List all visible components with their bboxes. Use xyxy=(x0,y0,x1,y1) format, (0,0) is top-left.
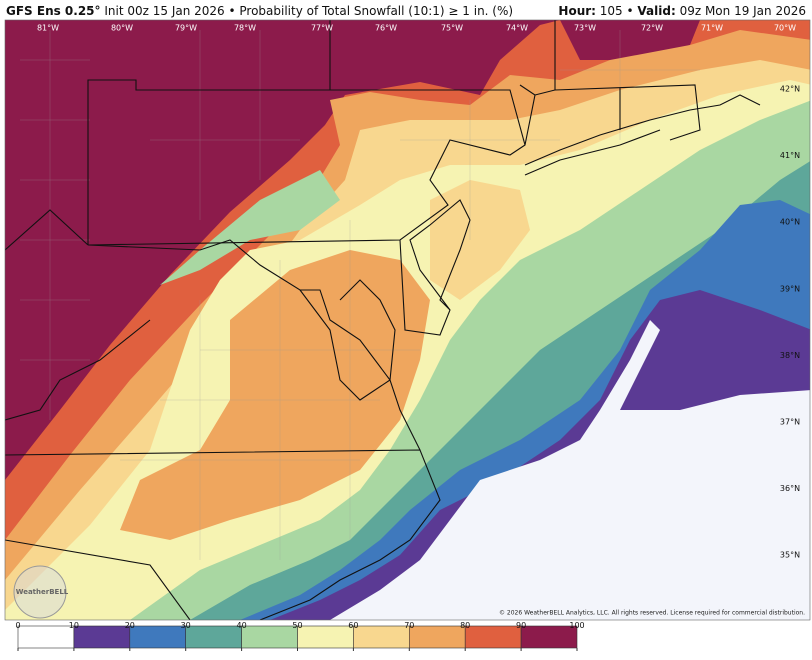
lat-label: 40°N xyxy=(780,218,800,227)
lon-label: 71°W xyxy=(701,24,723,33)
colorbar-label: 80 xyxy=(460,621,470,630)
lat-label: 35°N xyxy=(780,551,800,560)
lon-label: 79°W xyxy=(175,24,197,33)
lat-label: 41°N xyxy=(780,151,800,160)
lon-label: 74°W xyxy=(506,24,528,33)
lat-label: 37°N xyxy=(780,418,800,427)
colorbar-segment xyxy=(241,625,298,649)
field-40-wv xyxy=(160,170,340,285)
colorbar-label: 50 xyxy=(292,621,302,630)
lon-label: 78°W xyxy=(234,24,256,33)
lon-label: 80°W xyxy=(111,24,133,33)
lon-label: 81°W xyxy=(37,24,59,33)
colorbar-segment xyxy=(17,625,75,649)
colorbar-segment xyxy=(73,625,131,649)
colorbar-segment xyxy=(297,625,354,649)
colorbar-segment xyxy=(185,625,242,649)
lon-label: 75°W xyxy=(441,24,463,33)
lat-label: 39°N xyxy=(780,284,800,293)
colorbar-segment xyxy=(129,625,187,649)
colorbar-label: 0 xyxy=(15,621,20,630)
field-0 xyxy=(330,320,810,620)
field-60-nj xyxy=(430,180,530,300)
header-part: GFS Ens 0.25° xyxy=(6,4,101,18)
lat-label: 38°N xyxy=(780,351,800,360)
header-part: Hour: xyxy=(558,4,596,18)
colorbar-label: 90 xyxy=(516,621,526,630)
colorbar-segment xyxy=(408,625,466,649)
copyright: © 2026 WeatherBELL Analytics, LLC. All r… xyxy=(499,610,805,617)
logo: WeatherBELL xyxy=(13,565,69,619)
logo-text: WeatherBELL xyxy=(16,588,69,596)
colorbar-label: 10 xyxy=(69,621,79,630)
lat-label: 36°N xyxy=(780,484,800,493)
colorbar-label: 60 xyxy=(348,621,358,630)
colorbar-label: 100 xyxy=(569,621,584,630)
lon-label: 73°W xyxy=(574,24,596,33)
colorbar-label: 30 xyxy=(181,621,191,630)
logo-badge xyxy=(13,565,67,619)
colorbar-label: 20 xyxy=(125,621,135,630)
map xyxy=(5,20,810,620)
state-borders xyxy=(5,20,761,620)
colorbar-segment xyxy=(353,625,410,649)
header-part: Init 00z 15 Jan 2026 • Probability of To… xyxy=(101,4,514,18)
colorbar-segment xyxy=(464,625,522,649)
header-left: GFS Ens 0.25° Init 00z 15 Jan 2026 • Pro… xyxy=(6,4,513,18)
lon-label: 72°W xyxy=(641,24,663,33)
lon-label: 76°W xyxy=(375,24,397,33)
colorbar-label: 40 xyxy=(237,621,247,630)
map-frame xyxy=(4,19,811,621)
header-part: 09z Mon 19 Jan 2026 xyxy=(676,4,806,18)
lon-label: 70°W xyxy=(774,24,796,33)
field-70-md xyxy=(120,250,430,540)
header-part: Valid: xyxy=(637,4,675,18)
lon-label: 77°W xyxy=(311,24,333,33)
colorbar-label: 70 xyxy=(404,621,414,630)
colorbar-segment xyxy=(520,625,578,649)
header-part: 105 • xyxy=(596,4,637,18)
header-right: Hour: 105 • Valid: 09z Mon 19 Jan 2026 xyxy=(558,4,806,18)
lat-label: 42°N xyxy=(780,85,800,94)
